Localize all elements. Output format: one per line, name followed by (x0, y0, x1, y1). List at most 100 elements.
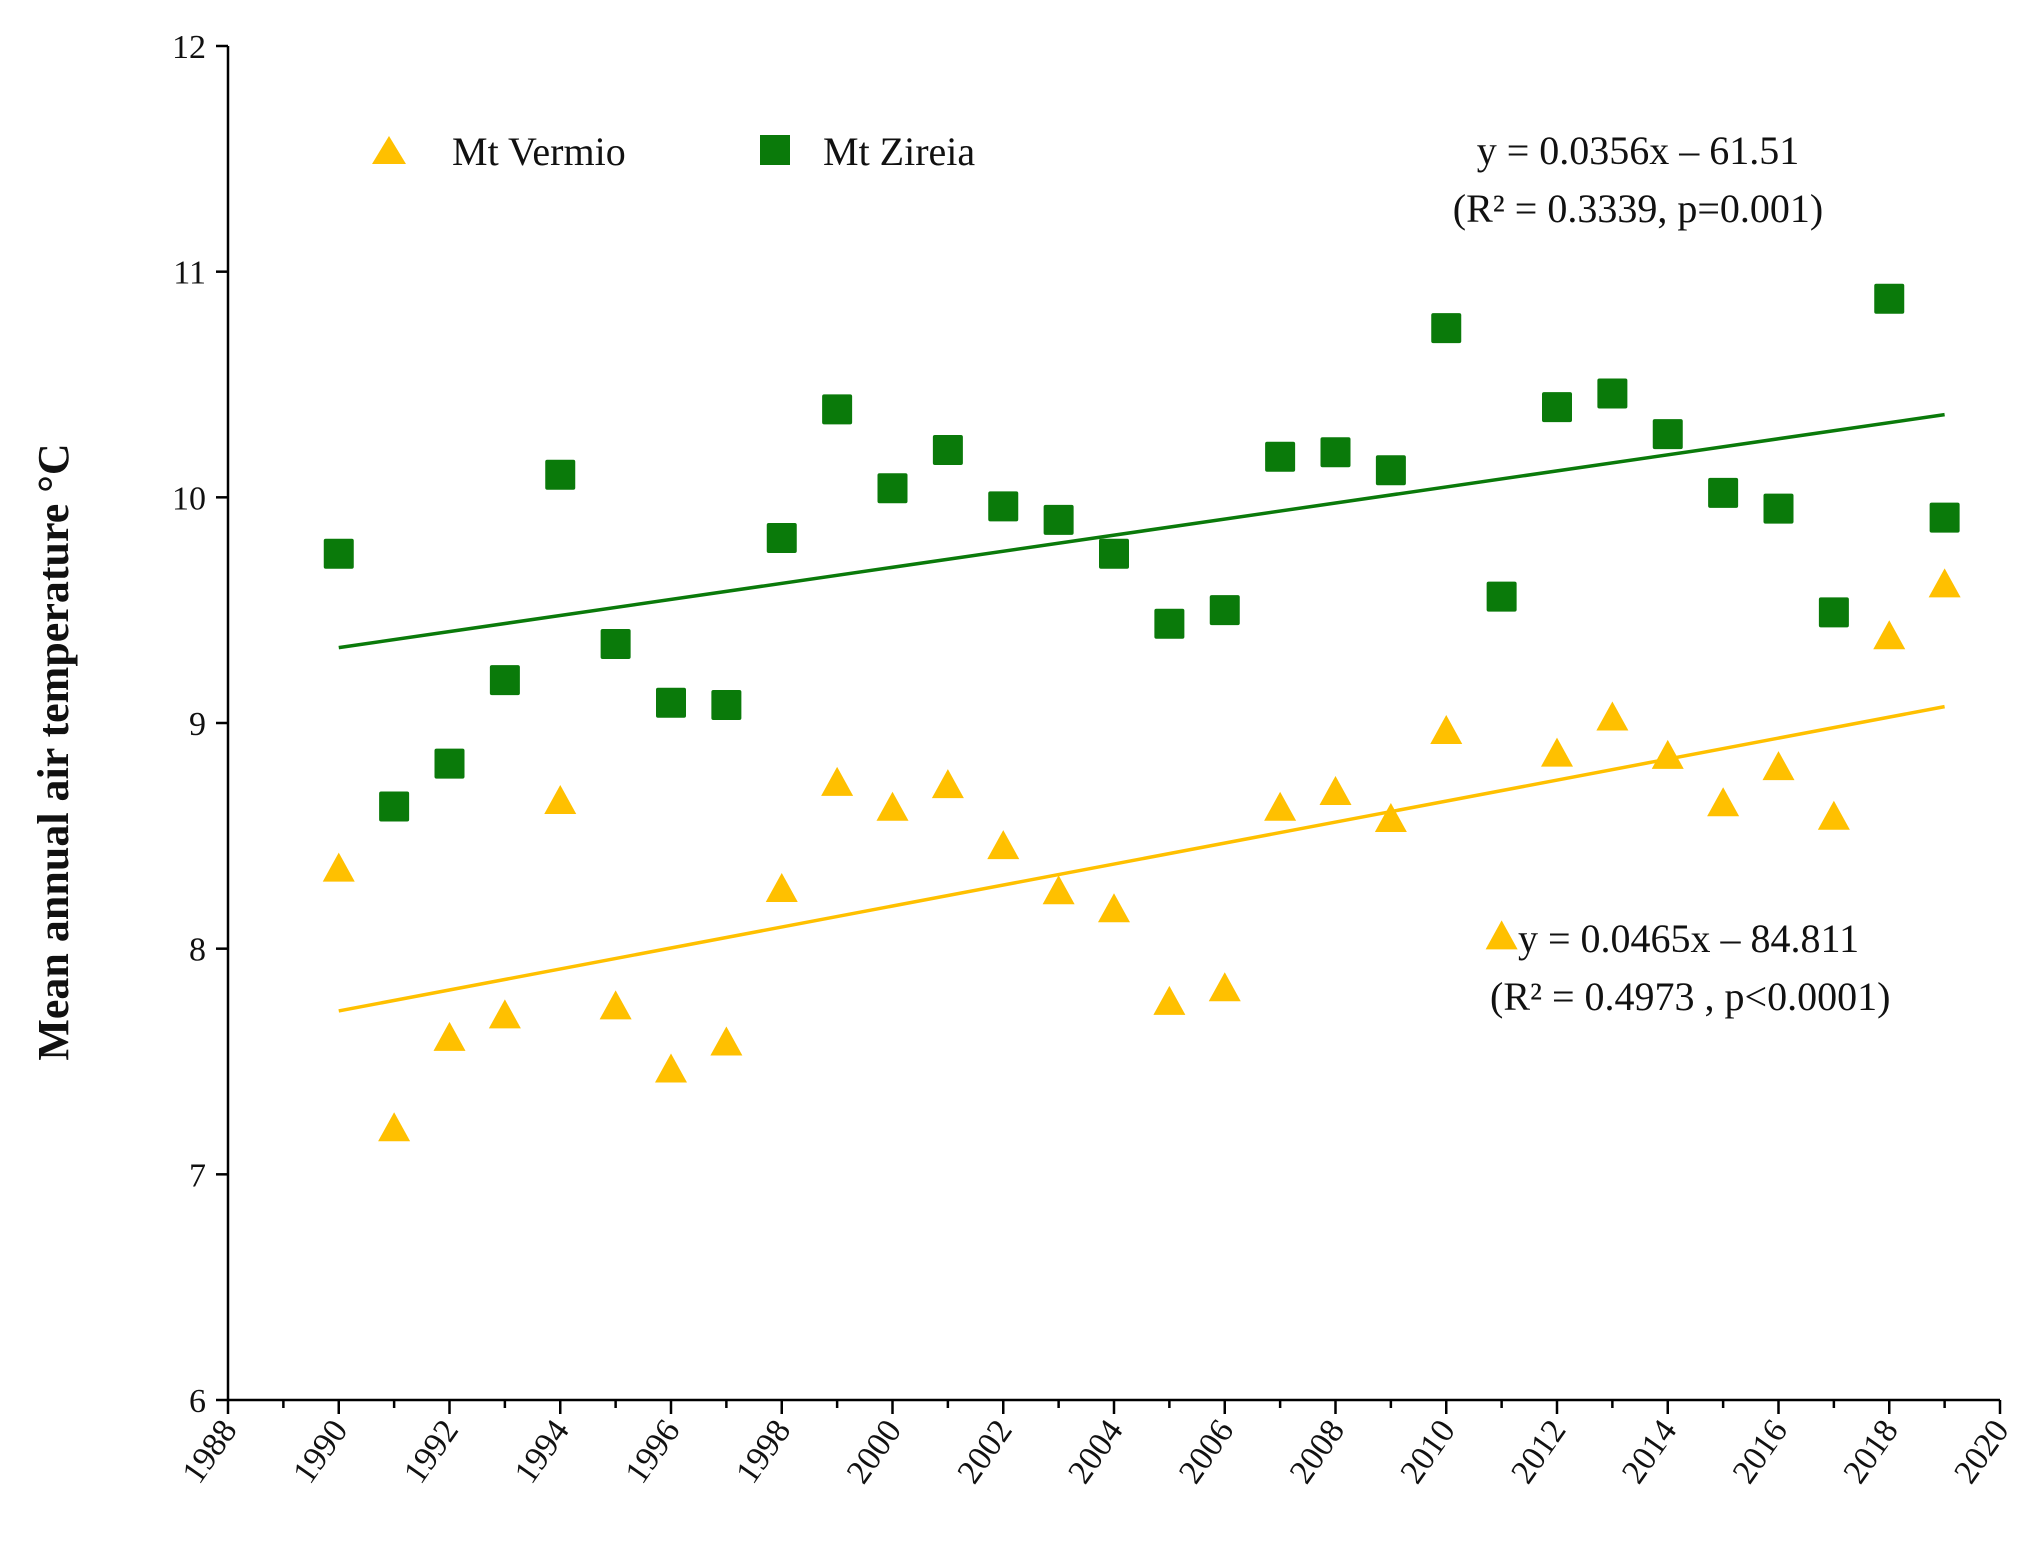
x-tick-label: 1992 (397, 1413, 466, 1490)
x-tick-label: 2016 (1726, 1413, 1795, 1490)
point-vermio (488, 999, 521, 1029)
x-tick-label: 1988 (175, 1413, 244, 1490)
point-vermio (1042, 875, 1075, 905)
point-vermio (821, 766, 854, 796)
point-zireia (1818, 597, 1849, 628)
y-axis-title: Mean annual air temperature °C (29, 443, 78, 1060)
point-zireia (434, 748, 465, 779)
point-vermio (433, 1021, 466, 1051)
trendline-zireia (338, 412, 1945, 650)
x-tick-label: 2002 (950, 1413, 1019, 1490)
x-tick-label: 2000 (840, 1413, 909, 1490)
point-vermio (1596, 701, 1629, 731)
point-vermio (1707, 787, 1740, 817)
legend-marker-zireia (760, 135, 790, 165)
point-zireia (1099, 538, 1129, 569)
point-zireia (766, 522, 797, 553)
zireia-stats: (R² = 0.3339, p=0.001) (1453, 186, 1823, 231)
point-vermio (599, 990, 632, 1020)
point-zireia (1542, 392, 1572, 423)
point-zireia (323, 538, 354, 569)
point-vermio (987, 830, 1020, 860)
point-vermio (1208, 972, 1241, 1002)
point-zireia (1265, 441, 1296, 472)
point-zireia (988, 491, 1019, 522)
point-zireia (489, 665, 520, 696)
y-tick-label: 11 (173, 255, 206, 292)
point-zireia (656, 687, 686, 718)
point-zireia (1209, 595, 1240, 626)
point-zireia (1043, 504, 1074, 535)
point-vermio (1651, 739, 1684, 769)
point-zireia (545, 459, 576, 490)
x-tick-label: 2010 (1393, 1413, 1462, 1490)
vermio-stats: (R² = 0.4973 , p<0.0001) (1490, 974, 1890, 1019)
point-vermio (876, 791, 909, 821)
x-tick-label: 2018 (1836, 1413, 1905, 1490)
x-tick-label: 1994 (507, 1413, 576, 1490)
point-zireia (1874, 283, 1905, 314)
points-group (322, 283, 1961, 1142)
y-tick-label: 8 (189, 932, 206, 969)
point-zireia (877, 473, 908, 504)
point-vermio (931, 769, 964, 799)
y-tick-label: 6 (189, 1383, 206, 1420)
x-tick-label: 1990 (286, 1413, 355, 1490)
point-vermio (1928, 568, 1961, 598)
point-vermio (1264, 791, 1297, 821)
point-zireia (1375, 455, 1406, 486)
point-vermio (1098, 893, 1130, 923)
x-tick-label: 2012 (1504, 1413, 1573, 1490)
zireia-equation: y = 0.0356x – 61.51 (1477, 128, 1800, 173)
point-vermio (1541, 737, 1573, 767)
point-zireia (1431, 313, 1462, 344)
point-zireia (1929, 502, 1960, 533)
legend-label-vermio: Mt Vermio (452, 129, 626, 174)
point-vermio (1873, 620, 1906, 650)
x-tick-label: 2020 (1947, 1413, 2016, 1490)
point-zireia (822, 394, 853, 425)
point-zireia (1763, 493, 1794, 524)
point-zireia (1486, 581, 1517, 612)
point-vermio (655, 1053, 687, 1083)
y-tick-label: 10 (172, 480, 206, 517)
point-vermio (1485, 920, 1518, 950)
point-vermio (322, 852, 355, 882)
point-zireia (1708, 477, 1739, 508)
point-vermio (378, 1112, 411, 1142)
legend-marker-vermio (372, 136, 406, 164)
legend-label-zireia: Mt Zireia (823, 129, 975, 174)
point-zireia (600, 629, 631, 660)
legend: Mt Vermio Mt Zireia (372, 129, 975, 174)
point-zireia (932, 434, 963, 465)
point-vermio (544, 784, 577, 814)
point-vermio (1374, 803, 1407, 833)
point-zireia (379, 791, 410, 822)
point-zireia (1320, 437, 1351, 468)
point-zireia (1652, 419, 1683, 450)
annotations: y = 0.0356x – 61.51 (R² = 0.3339, p=0.00… (1453, 128, 1891, 1019)
y-tick-label: 9 (189, 706, 206, 743)
point-vermio (710, 1026, 743, 1056)
y-tick-label: 7 (189, 1157, 206, 1194)
point-vermio (1817, 800, 1850, 830)
trendline-vermio (338, 704, 1945, 1013)
point-zireia (1154, 608, 1185, 639)
point-vermio (1153, 985, 1186, 1015)
x-tick-label: 2006 (1172, 1413, 1241, 1490)
x-tick-label: 2008 (1283, 1413, 1352, 1490)
x-tick-label: 1998 (729, 1413, 798, 1490)
vermio-equation: y = 0.0465x – 84.811 (1518, 916, 1859, 961)
y-tick-label: 12 (172, 29, 206, 66)
x-tick-label: 2014 (1615, 1413, 1684, 1490)
point-zireia (1597, 378, 1628, 409)
point-vermio (765, 872, 798, 902)
x-tick-label: 1996 (618, 1413, 687, 1490)
point-zireia (711, 689, 742, 720)
x-tick-label: 2004 (1061, 1413, 1130, 1490)
point-vermio (1430, 715, 1463, 745)
point-vermio (1762, 751, 1795, 781)
point-vermio (1319, 775, 1352, 805)
